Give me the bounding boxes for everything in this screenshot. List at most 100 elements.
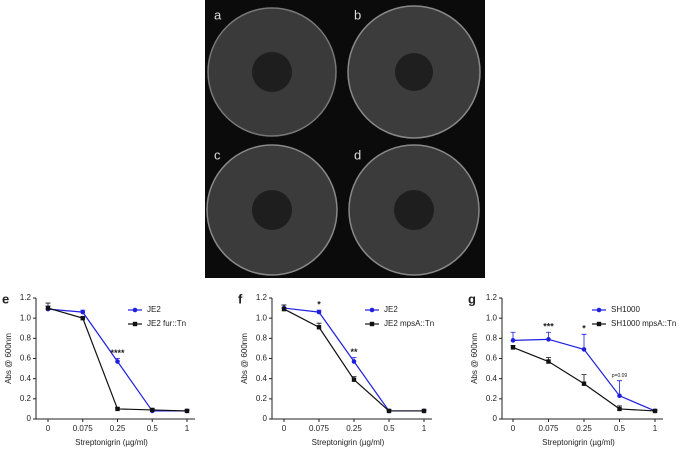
- y-tick-label: 0: [493, 414, 498, 423]
- y-tick-label: 0: [263, 414, 268, 423]
- data-point: [652, 408, 658, 414]
- data-point: [115, 406, 120, 412]
- legend-marker: [596, 321, 602, 327]
- data-point: [45, 305, 51, 311]
- data-point: [546, 359, 551, 364]
- legend-label: JE2: [384, 305, 398, 314]
- y-axis-label: Abs @ 600nm: [240, 333, 249, 384]
- legend-label: JE2: [147, 305, 161, 314]
- y-tick-label: 1.2: [256, 293, 268, 302]
- data-point: [115, 359, 120, 364]
- data-point: [351, 377, 357, 382]
- data-point: [150, 407, 155, 413]
- x-axis-label: Streptonigrin (µg/ml): [542, 438, 615, 447]
- x-tick-label: 0.075: [538, 424, 559, 433]
- data-point: [80, 309, 86, 315]
- panel-letter: e: [2, 291, 9, 306]
- x-tick-label: 0: [511, 424, 516, 433]
- legend-marker: [369, 321, 375, 327]
- photo-panel: [205, 0, 485, 278]
- data-point: [281, 306, 287, 312]
- y-tick-label: 0.8: [20, 333, 32, 342]
- y-tick-label: 1.0: [486, 313, 498, 322]
- inhibition-zone: [395, 53, 433, 91]
- x-tick-label: 0.075: [73, 424, 94, 433]
- significance-label: ***: [543, 322, 554, 332]
- y-tick-label: 0.6: [256, 354, 268, 363]
- legend-marker: [369, 307, 375, 313]
- y-tick-label: 0.2: [486, 394, 498, 403]
- plate-label: d: [354, 147, 361, 162]
- legend-label: JE2 mpsA::Tn: [384, 319, 434, 328]
- inhibition-zone: [394, 190, 434, 230]
- chart: g 0 0.2 0.4 0.6 0.8 1.0 1.2 0 0.075 0.25 0.5 1 Strept…: [468, 291, 676, 447]
- y-tick-label: 0.8: [256, 333, 268, 342]
- y-tick-label: 0.8: [486, 333, 498, 342]
- x-tick-label: 0.075: [309, 424, 330, 433]
- y-axis-label: Abs @ 600nm: [4, 333, 13, 384]
- legend-label: SH1000 mpsA::Tn: [611, 319, 676, 328]
- y-tick-label: 0: [27, 414, 32, 423]
- error-bar: [581, 333, 587, 350]
- data-point: [581, 381, 587, 386]
- x-tick-label: 1: [185, 424, 190, 433]
- error-bar: [617, 380, 622, 396]
- data-point: [510, 338, 516, 343]
- y-tick-label: 1.0: [20, 313, 32, 322]
- data-point: [421, 408, 427, 414]
- legend-marker: [132, 307, 138, 313]
- inhibition-zone: [252, 190, 292, 230]
- data-point: [617, 393, 622, 399]
- chart: f 0 0.2 0.4 0.6 0.8 1.0 1.2 0 0.075 0.25 0.5 1 Strept…: [238, 291, 434, 447]
- plate-label: b: [354, 7, 361, 22]
- x-tick-label: 0.5: [147, 424, 159, 433]
- data-point: [617, 406, 622, 412]
- x-axis-label: Streptonigrin (µg/ml): [75, 438, 148, 447]
- legend-marker: [596, 307, 602, 313]
- data-point: [316, 325, 322, 330]
- x-tick-label: 0.25: [346, 424, 362, 433]
- y-tick-label: 1.0: [256, 313, 268, 322]
- panel-letter: g: [468, 291, 476, 306]
- x-tick-label: 0.25: [576, 424, 592, 433]
- y-tick-label: 0.4: [256, 374, 268, 383]
- y-tick-label: 1.2: [20, 293, 32, 302]
- data-point: [351, 359, 357, 364]
- significance-label: p=0.09: [612, 373, 628, 379]
- y-axis-label: Abs @ 600nm: [470, 333, 479, 384]
- panel-letter: f: [238, 291, 243, 306]
- data-point: [80, 315, 85, 321]
- significance-label: **: [350, 347, 358, 357]
- plate-label: a: [214, 7, 222, 22]
- y-tick-label: 0.2: [20, 394, 32, 403]
- data-point: [546, 337, 551, 342]
- significance-label: *: [582, 324, 586, 334]
- x-tick-label: 0.5: [383, 424, 395, 433]
- significance-label: *: [317, 299, 321, 309]
- x-tick-label: 0.5: [614, 424, 626, 433]
- data-point: [316, 309, 322, 315]
- x-tick-label: 1: [422, 424, 427, 433]
- y-tick-label: 0.4: [486, 374, 498, 383]
- x-tick-label: 0: [46, 424, 51, 433]
- inhibition-zone: [252, 52, 292, 92]
- legend-label: JE2 fur::Tn: [147, 319, 186, 328]
- x-tick-label: 0: [282, 424, 287, 433]
- data-point: [184, 408, 190, 414]
- x-tick-label: 0.25: [110, 424, 126, 433]
- data-point: [386, 408, 392, 414]
- y-tick-label: 1.2: [486, 293, 498, 302]
- data-point: [510, 345, 516, 350]
- y-tick-label: 0.6: [20, 354, 32, 363]
- chart: e 0 0.2 0.4 0.6 0.8 1.0 1.2 0 0.075 0.25 0.5 1 Strept…: [2, 291, 195, 447]
- legend-marker: [132, 321, 138, 327]
- x-axis-label: Streptonigrin (µg/ml): [312, 438, 385, 447]
- significance-label: ****: [110, 348, 125, 358]
- y-tick-label: 0.6: [486, 354, 498, 363]
- legend-label: SH1000: [611, 305, 640, 314]
- y-tick-label: 0.4: [20, 374, 32, 383]
- y-tick-label: 0.2: [256, 394, 268, 403]
- plate-label: c: [214, 147, 221, 162]
- data-point: [581, 347, 587, 352]
